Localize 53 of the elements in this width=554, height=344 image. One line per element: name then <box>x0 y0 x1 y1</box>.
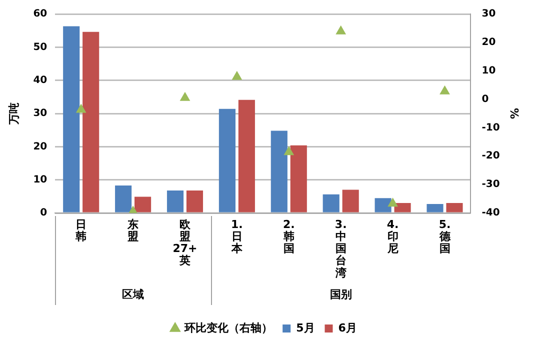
y2-tick-label: 20 <box>482 37 496 48</box>
x-tick-label: 2.韩国 <box>282 218 295 256</box>
y-tick-label: 20 <box>33 141 48 152</box>
y2-tick-label: -40 <box>482 208 500 219</box>
x-tick-label: 1.日本 <box>230 218 244 256</box>
point <box>336 26 346 34</box>
text: 区域 <box>122 288 144 301</box>
legend-label: 6月 <box>338 321 357 334</box>
bar <box>218 108 236 212</box>
bar <box>322 194 340 212</box>
point <box>284 146 294 156</box>
y-tick-label: 0 <box>40 208 48 219</box>
y2-tick-label: 0 <box>482 94 489 105</box>
point <box>440 86 450 94</box>
bar <box>115 185 132 212</box>
bar <box>270 130 288 212</box>
text: 国别 <box>330 288 352 301</box>
y-tick-label: 50 <box>33 42 48 53</box>
x-tick-label: 3.中国台湾 <box>334 218 348 280</box>
bar <box>134 196 152 212</box>
y2-tick-label: 30 <box>482 8 496 20</box>
x-tick-label: 东盟 <box>126 218 139 244</box>
y2-axis-title: % <box>508 108 521 120</box>
y2-tick-label: -20 <box>482 150 500 162</box>
bar <box>238 100 255 212</box>
y-tick-label: 30 <box>33 108 48 120</box>
x-tick-label: 4.印尼 <box>386 218 399 256</box>
point <box>232 71 242 80</box>
y2-tick-label: 10 <box>482 65 496 76</box>
y-tick-label: 60 <box>33 8 48 20</box>
bar <box>186 190 204 212</box>
legend-label: 环比变化（右轴） <box>184 321 273 334</box>
point <box>76 104 86 113</box>
y-tick-label: 10 <box>33 174 48 186</box>
bar <box>394 203 411 212</box>
bar <box>342 190 359 212</box>
point <box>388 198 398 207</box>
x-tick-label: 日韩 <box>74 218 87 244</box>
y2-tick-label: -30 <box>482 179 500 190</box>
y2-tick-label: -10 <box>482 122 500 134</box>
x-tick-label: 5.德国 <box>438 218 452 256</box>
bar <box>166 190 184 212</box>
bar <box>426 204 444 212</box>
bar <box>446 203 463 212</box>
x-tick-label: 欧盟27+英 <box>172 218 198 268</box>
y-tick-label: 40 <box>33 74 48 86</box>
point <box>180 92 190 101</box>
bar <box>63 26 80 212</box>
legend-label: 5月 <box>296 321 315 334</box>
bar <box>374 198 392 212</box>
bar <box>290 145 307 212</box>
y-axis-title: 万吨 <box>7 102 20 126</box>
bar <box>82 32 100 212</box>
